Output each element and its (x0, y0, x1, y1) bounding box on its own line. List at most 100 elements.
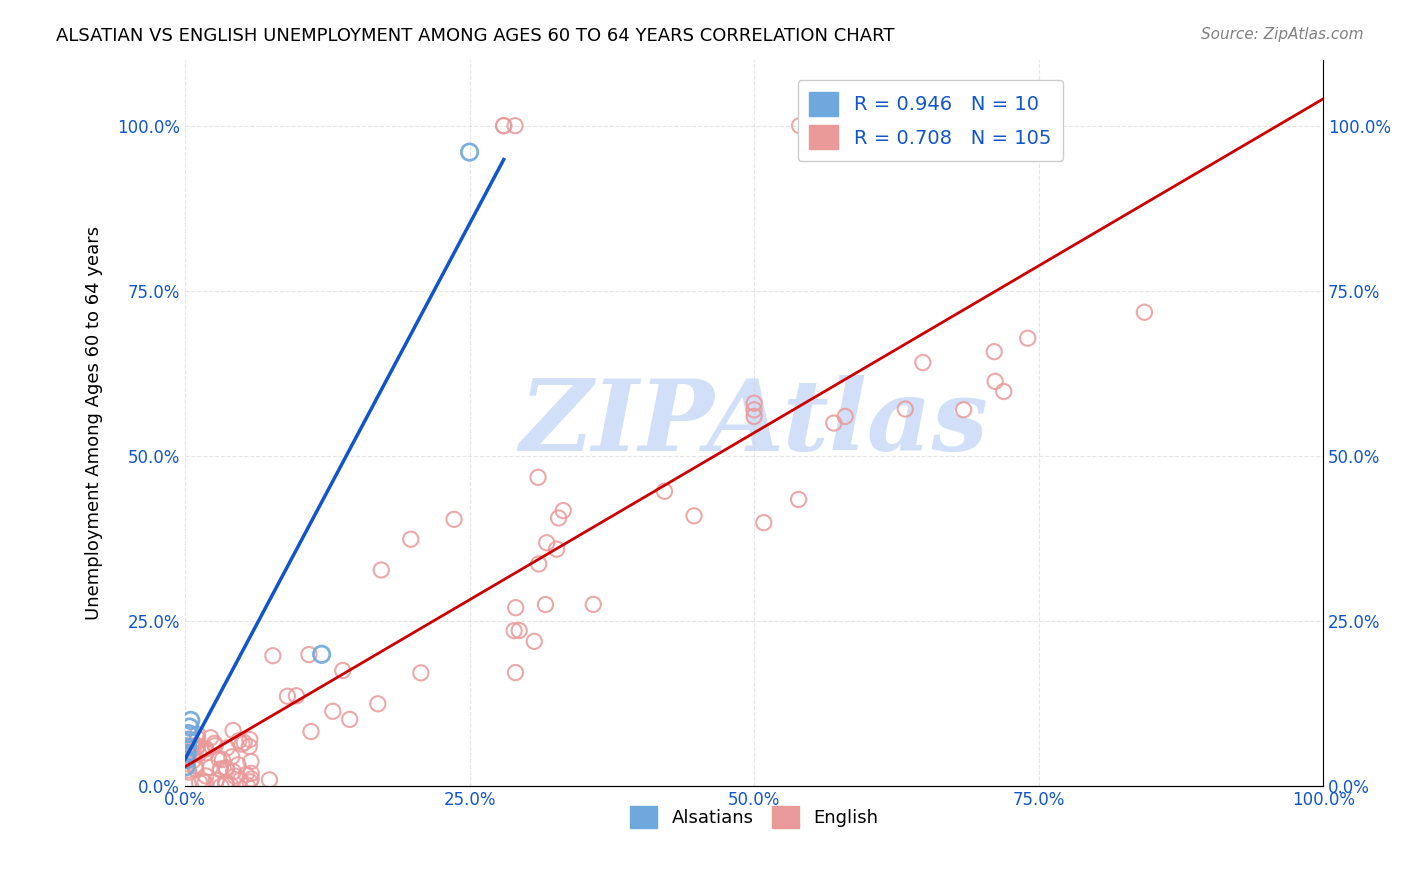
Point (176, 751, 198, 765)
Point (226, 757, 249, 772)
Point (285, 689, 308, 703)
Point (204, 739, 226, 753)
Point (208, 752, 231, 766)
Point (177, 763, 200, 777)
Point (180, 714, 202, 728)
Point (187, 731, 209, 746)
Point (194, 741, 217, 756)
Point (409, 665, 432, 680)
Point (221, 749, 243, 764)
Point (195, 746, 218, 760)
Point (654, 484, 676, 499)
Point (536, 535, 558, 549)
Point (191, 773, 214, 788)
Point (177, 733, 200, 747)
Point (200, 731, 222, 745)
Y-axis label: Unemployment Among Ages 60 to 64 years: Unemployment Among Ages 60 to 64 years (86, 226, 103, 620)
Point (911, 355, 934, 369)
Point (187, 739, 209, 753)
Point (214, 776, 236, 790)
Point (240, 772, 263, 786)
Point (238, 739, 260, 754)
Point (205, 773, 228, 788)
Point (240, 755, 263, 769)
Point (215, 775, 238, 789)
Point (823, 416, 845, 430)
Point (209, 763, 232, 777)
Point (1017, 331, 1039, 345)
Point (174, 759, 197, 773)
Point (228, 734, 250, 748)
Point (505, 600, 527, 615)
Point (503, 624, 526, 638)
Point (194, 742, 217, 756)
Point (219, 778, 242, 792)
Point (186, 727, 208, 741)
Point (546, 542, 568, 557)
Point (984, 375, 1007, 389)
Point (215, 761, 238, 775)
Point (239, 732, 262, 747)
Point (183, 753, 205, 767)
Point (224, 769, 246, 783)
Point (527, 557, 550, 571)
Point (742, 396, 765, 410)
Point (298, 648, 321, 662)
Point (176, 747, 198, 761)
Point (184, 759, 207, 773)
Point (198, 760, 221, 774)
Point (370, 563, 392, 577)
Point (322, 704, 344, 718)
Point (458, 145, 481, 160)
Point (367, 697, 389, 711)
Point (742, 402, 765, 417)
Point (503, 119, 526, 133)
Point (215, 741, 238, 756)
Point (235, 767, 257, 781)
Point (547, 511, 569, 525)
Point (259, 772, 281, 787)
Point (183, 739, 205, 753)
Point (332, 664, 354, 678)
Point (179, 746, 201, 760)
Point (527, 470, 550, 484)
Point (215, 762, 238, 776)
Point (209, 762, 232, 776)
Point (399, 532, 422, 546)
Point (176, 739, 198, 754)
Point (239, 774, 262, 789)
Point (174, 753, 197, 767)
Point (582, 598, 605, 612)
Point (194, 775, 217, 789)
Point (505, 665, 527, 680)
Text: ZIPAtlas: ZIPAtlas (520, 375, 988, 471)
Point (236, 778, 259, 792)
Point (211, 753, 233, 767)
Point (1133, 305, 1156, 319)
Point (184, 762, 207, 776)
Point (177, 765, 200, 780)
Point (789, 119, 811, 133)
Point (534, 598, 557, 612)
Point (229, 773, 252, 788)
Point (204, 736, 226, 750)
Point (299, 724, 322, 739)
Legend: Alsatians, English: Alsatians, English (623, 799, 886, 836)
Point (194, 769, 217, 783)
Point (177, 726, 200, 740)
Point (186, 740, 208, 755)
Point (215, 777, 238, 791)
Point (311, 648, 333, 662)
Point (179, 720, 201, 734)
Point (443, 512, 465, 526)
Point (523, 634, 546, 648)
Point (952, 402, 974, 417)
Point (240, 766, 263, 780)
Point (983, 344, 1005, 359)
Point (222, 723, 245, 738)
Text: Source: ZipAtlas.com: Source: ZipAtlas.com (1201, 27, 1364, 42)
Point (492, 119, 515, 133)
Point (553, 503, 575, 517)
Point (811, 119, 834, 133)
Point (231, 737, 253, 751)
